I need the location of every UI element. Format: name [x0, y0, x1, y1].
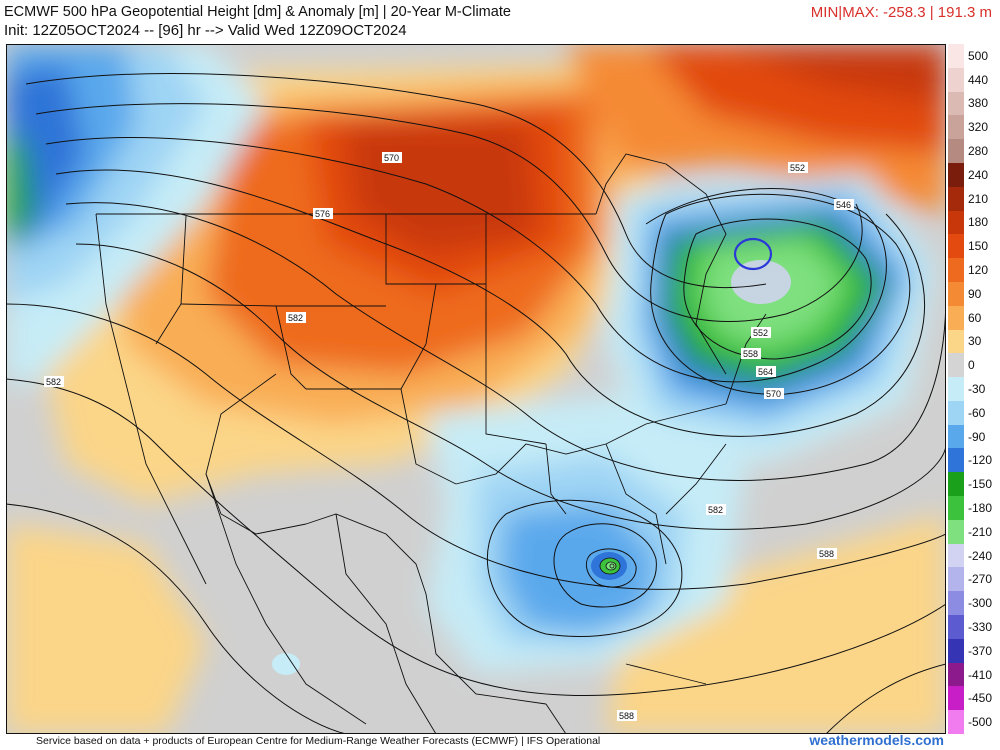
- colorbar-swatch: [948, 543, 964, 568]
- colorbar-label: -210: [968, 524, 993, 539]
- colorbar-swatch: [948, 234, 964, 259]
- colorbar-swatch: [948, 67, 964, 93]
- political-boundaries: [95, 153, 767, 734]
- anomaly-colorbar: 500 440 380 320 280 240 210 180 150 120 90 60 30 0 -30…: [948, 44, 1000, 735]
- contour-label-552-b: 552: [753, 328, 768, 338]
- contour-label-570-a: 570: [384, 153, 399, 163]
- colorbar-swatch: [948, 281, 964, 307]
- colorbar-swatch: [948, 377, 964, 402]
- colorbar-label: 0: [968, 358, 975, 373]
- contour-label-588-a: 588: [819, 549, 834, 559]
- colorbar-label: 320: [968, 120, 989, 135]
- contour-label-582-c: 582: [708, 505, 723, 515]
- colorbar-swatch: [948, 210, 964, 235]
- colorbar-label: 90: [968, 286, 982, 301]
- contour-label-588-b: 588: [619, 711, 634, 721]
- colorbar-label: -300: [968, 596, 993, 611]
- colorbar-label: -330: [968, 619, 993, 634]
- colorbar-swatch: [948, 686, 964, 711]
- colorbar-label: 210: [968, 191, 989, 206]
- height-contours: [6, 73, 946, 734]
- colorbar-swatch: [948, 615, 964, 640]
- colorbar-label: -30: [968, 382, 986, 396]
- colorbar-swatch: [948, 329, 964, 354]
- chart-title-line2: Init: 12Z05OCT2024 -- [96] hr --> Valid …: [4, 22, 407, 39]
- colorbar-label: -240: [968, 548, 993, 563]
- map-frame: [6, 44, 946, 734]
- colorbar-label: 60: [968, 310, 982, 325]
- contour-label-552-a: 552: [790, 163, 805, 173]
- contour-label-layer: 570 576 582 582 552 546 552 558 564 570 …: [44, 152, 854, 721]
- colorbar-swatch: [948, 353, 964, 378]
- chart-title-line1: ECMWF 500 hPa Geopotential Height [dm] &…: [4, 4, 511, 20]
- colorbar-swatch: [948, 115, 964, 140]
- colorbar-label: 500: [968, 48, 989, 63]
- colorbar-label: -370: [968, 643, 993, 658]
- colorbar-swatch: [948, 91, 964, 116]
- colorbar-label: -180: [968, 500, 993, 515]
- colorbar-swatch: [948, 162, 964, 188]
- colorbar-swatch: [948, 424, 964, 449]
- colorbar-label: -500: [968, 715, 993, 730]
- colorbar-label: -410: [968, 667, 993, 682]
- footer-credit: Service based on data + products of Euro…: [36, 735, 601, 747]
- colorbar-label: 440: [968, 72, 989, 87]
- colorbar-swatch: [948, 258, 964, 283]
- colorbar-label: 120: [968, 263, 989, 278]
- colorbar-label: 30: [968, 334, 982, 349]
- colorbar-label: 380: [968, 96, 989, 111]
- contour-label-564: 564: [758, 367, 773, 377]
- closed-low-contour: [733, 237, 773, 271]
- colorbar-swatch: [948, 591, 964, 616]
- colorbar-swatch: [948, 186, 964, 212]
- colorbar-swatch: [948, 496, 964, 521]
- colorbar-label: -150: [968, 477, 993, 492]
- colorbar-label: -450: [968, 691, 993, 706]
- colorbar-swatch: [948, 139, 964, 164]
- contour-label-576: 576: [315, 209, 330, 219]
- colorbar-label: -60: [968, 405, 986, 420]
- colorbar-swatch: [948, 448, 964, 473]
- colorbar-swatch: [948, 638, 964, 664]
- brand-link[interactable]: weathermodels.com: [809, 732, 944, 748]
- colorbar-label: -120: [968, 453, 993, 468]
- colorbar-swatch: [948, 519, 964, 545]
- map-canvas: 570 576 582 582 552 546 552 558 564 570 …: [6, 44, 946, 734]
- colorbar-swatch: [948, 710, 964, 735]
- colorbar-swatch: [948, 662, 964, 687]
- colorbar-swatch: [948, 567, 964, 592]
- colorbar-label: 280: [968, 144, 989, 159]
- contour-label-570-b: 570: [766, 389, 781, 399]
- low-center-anomaly: [731, 260, 791, 304]
- contour-label-582-a: 582: [288, 313, 303, 323]
- colorbar-label: 150: [968, 239, 989, 254]
- colorbar-swatch: [948, 44, 964, 69]
- colorbar-label: 240: [968, 167, 989, 182]
- contour-label-558: 558: [743, 349, 758, 359]
- colorbar-swatch: [948, 305, 964, 330]
- contour-label-582-b: 582: [46, 377, 61, 387]
- colorbar-label: -90: [968, 429, 986, 444]
- colorbar-swatch: [948, 400, 964, 426]
- min-max-readout: MIN|MAX: -258.3 | 191.3 m: [810, 4, 992, 21]
- colorbar-swatch: [948, 472, 964, 497]
- contour-label-546: 546: [836, 200, 851, 210]
- colorbar-label: -270: [968, 572, 993, 587]
- anomaly-fill-layer: [6, 44, 946, 734]
- colorbar-label: 180: [968, 215, 989, 230]
- forecast-map[interactable]: 570 576 582 582 552 546 552 558 564 570 …: [6, 44, 946, 734]
